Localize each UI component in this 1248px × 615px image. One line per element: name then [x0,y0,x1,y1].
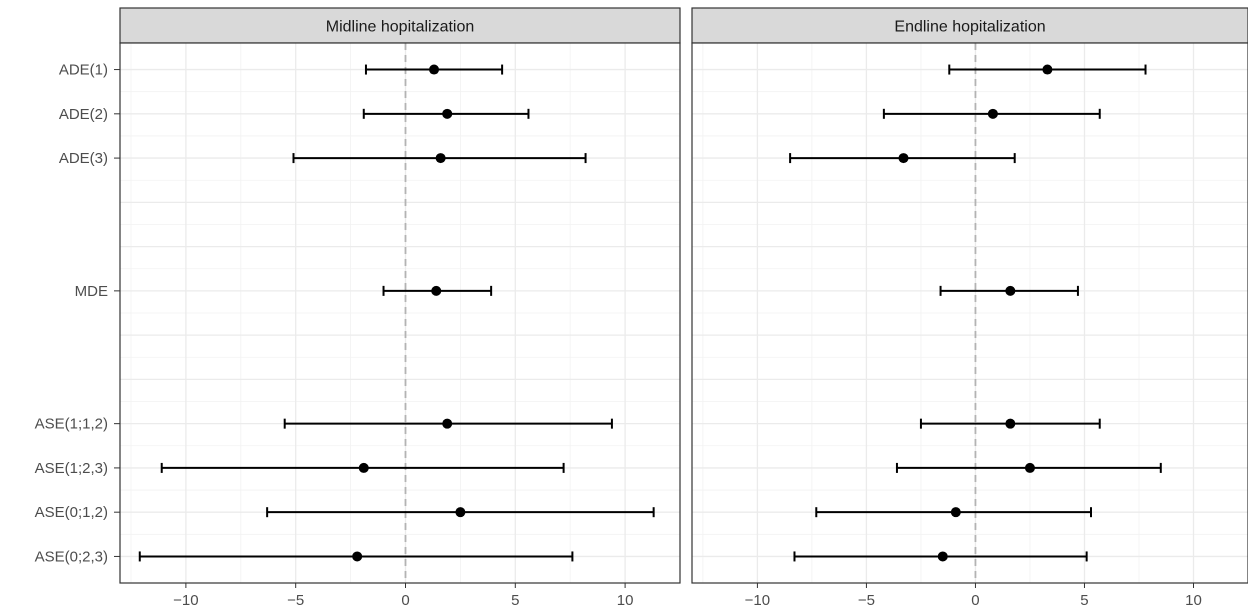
estimate-row [919,418,1101,429]
estimate-point [442,108,453,119]
estimate-point [1005,418,1016,429]
panel-border [691,42,1248,584]
estimate-point [455,507,466,518]
x-tick-label: −5 [858,592,875,609]
y-tick-label: ASE(1;1,2) [35,416,108,433]
estimate-point [435,153,446,164]
estimate-point [1024,462,1035,473]
y-tick-label: ADE(1) [59,62,108,79]
x-tick-label: 10 [1185,592,1202,609]
x-tick-label: −5 [287,592,304,609]
panel-2: Endline hopitalization −10 −5 0 5 10 [691,7,1248,609]
y-tick-label: ASE(1;2,3) [35,460,108,477]
estimate-row [815,507,1093,518]
y-tick-label: ASE(0;2,3) [35,548,108,565]
estimate-point [937,551,948,562]
estimate-point [429,64,440,75]
estimate-row [939,285,1079,296]
panel-border [119,42,681,584]
estimate-point [987,108,998,119]
estimate-row [948,64,1147,75]
x-tick-label: 5 [511,592,519,609]
panel-title: Endline hopitalization [894,19,1045,36]
estimate-row [160,462,565,473]
estimate-point [1042,64,1053,75]
estimate-point [352,551,363,562]
y-axis-labels: ADE(1) ADE(2) ADE(3) MDE ASE(1;1,2) ASE(1;2,3… [35,62,120,565]
estimate-point [1005,285,1016,296]
estimate-row [882,108,1101,119]
panel-1: Midline hopitalization −10 −5 0 5 10 [119,7,681,609]
x-tick-label: 10 [617,592,634,609]
y-tick-label: MDE [75,283,108,300]
estimate-row [138,551,574,562]
panel-strip [119,7,681,44]
estimate-row [364,64,504,75]
x-tick-label: −10 [173,592,198,609]
estimate-row [382,285,493,296]
x-tick-label: 5 [1080,592,1088,609]
estimate-row [283,418,613,429]
estimate-row [789,153,1016,164]
estimate-point [358,462,369,473]
estimate-point [431,285,442,296]
x-tick-label: −10 [745,592,770,609]
y-tick-label: ASE(0;1,2) [35,504,108,521]
y-tick-label: ADE(3) [59,150,108,167]
x-tick-label: 0 [971,592,979,609]
panel-title: Midline hopitalization [326,19,475,36]
estimate-point [898,153,909,164]
estimate-row [793,551,1088,562]
estimate-row [895,462,1162,473]
estimate-point [442,418,453,429]
panel-strip [691,7,1248,44]
y-tick-label: ADE(2) [59,106,108,123]
estimate-row [266,507,655,518]
estimate-point [950,507,961,518]
estimate-row [362,108,530,119]
estimate-row [292,153,587,164]
x-tick-label: 0 [401,592,409,609]
